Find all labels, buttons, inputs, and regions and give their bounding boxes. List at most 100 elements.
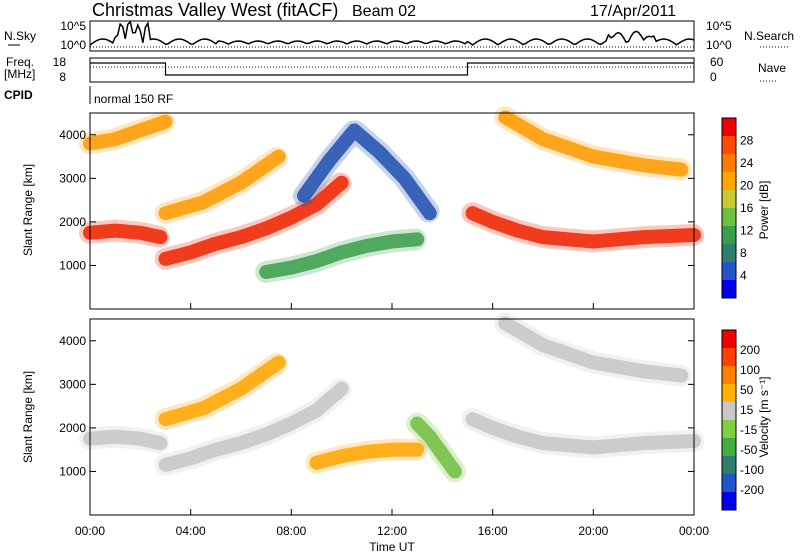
colorbar-segment [722, 384, 736, 402]
colorbar-tick-label: 4 [740, 269, 747, 283]
echo-scatter [154, 351, 290, 431]
colorbar-tick-label: 12 [740, 224, 754, 238]
colorbar-tick-label: 50 [740, 383, 754, 397]
cpid-program: normal 150 RF [94, 92, 173, 106]
colorbar-frame [721, 117, 737, 299]
beam-label: Beam 02 [352, 3, 416, 20]
y-tick-label: 1000 [59, 258, 86, 272]
echo-scatter [494, 106, 693, 181]
echo-scatter [292, 119, 441, 225]
cpid-label: CPID [4, 88, 33, 102]
power-colorbar: 28 24 20 16 12 8 4 [721, 117, 754, 299]
colorbar-segment [722, 330, 736, 348]
colorbar-segment [722, 190, 736, 208]
date-label: 17/Apr/2011 [590, 3, 676, 20]
colorbar-segment [722, 226, 736, 244]
echo-scatter [494, 312, 693, 387]
nave-label: Nave [758, 61, 786, 75]
y-tick-label: 3000 [59, 377, 86, 391]
echo-band [158, 175, 349, 266]
colorbar-tick-label: 100 [740, 363, 760, 377]
frequency-trace [90, 62, 694, 76]
nave-tick-top: 60 [710, 55, 724, 69]
noise-sky-trace [89, 20, 695, 46]
colorbar-segment [722, 438, 736, 456]
echo-band [309, 442, 425, 470]
colorbar-segment [722, 474, 736, 492]
y-tick-label: 1000 [59, 464, 86, 478]
velocity-echoes [79, 312, 705, 483]
x-tick-label: 00:00 [75, 524, 105, 538]
velocity-colorbar-label: Velocity [m s⁻¹] [757, 376, 771, 457]
echo-band [158, 355, 286, 427]
echo-scatter [154, 377, 353, 476]
echo-scatter [79, 110, 177, 155]
freq-tick-bottom: 8 [59, 70, 66, 84]
colorbar-segment [722, 366, 736, 384]
power-y-ticks: 1000 2000 3000 4000 [59, 128, 694, 272]
colorbar-tick-label: 16 [740, 201, 754, 215]
echo-band [498, 110, 689, 177]
colorbar-segment [722, 136, 736, 154]
freq-tick-top: 18 [53, 55, 67, 69]
echo-scatter [461, 408, 705, 459]
colorbar-tick-label: 8 [740, 246, 747, 260]
echo-band [83, 114, 173, 151]
echo-scatter [154, 145, 290, 225]
colorbar-tick-label: -200 [740, 483, 764, 497]
freq-traces [90, 62, 694, 76]
colorbar-tick-label: 28 [740, 134, 754, 148]
colorbar-segment [722, 492, 736, 510]
echo-band [410, 416, 462, 479]
colorbar-segment [722, 348, 736, 366]
x-axis-label: Time UT [369, 540, 415, 554]
colorbar-tick-label: 20 [740, 179, 754, 193]
echo-band [83, 223, 168, 245]
colorbar-segment [722, 262, 736, 280]
colorbar-tick-label: 15 [740, 403, 754, 417]
velocity-y-label: Slant Range [km] [21, 371, 35, 463]
echo-scatter [305, 438, 429, 474]
colorbar-segment [722, 402, 736, 420]
nave-tick-bottom: 0 [710, 70, 717, 84]
echo-band [465, 412, 701, 455]
echo-band [259, 232, 425, 279]
echo-band [158, 381, 349, 472]
colorbar-tick-label: -100 [740, 463, 764, 477]
echo-scatter [406, 412, 466, 483]
colorbar-segment [722, 244, 736, 262]
colorbar-segment [722, 118, 736, 136]
velocity-y-ticks: 1000 2000 3000 4000 [59, 334, 694, 478]
echo-band [83, 429, 168, 451]
x-tick-label: 04:00 [176, 524, 206, 538]
freq-label-line2: [MHz] [4, 67, 35, 81]
power-echoes [79, 106, 705, 283]
freq-label-line1: Freq. [6, 55, 34, 69]
x-ticks: 00:00 04:00 08:00 12:00 16:00 20:00 00:00 [75, 303, 709, 538]
y-tick-label: 3000 [59, 171, 86, 185]
colorbar-tick-label: 24 [740, 156, 754, 170]
noise-tick-top-right: 10^5 [706, 19, 732, 33]
colorbar-tick-label: 200 [740, 343, 760, 357]
colorbar-segment [722, 420, 736, 438]
y-tick-label: 4000 [59, 128, 86, 142]
echo-scatter [79, 219, 172, 249]
y-tick-label: 2000 [59, 215, 86, 229]
noise-right-label: N.Search [744, 29, 794, 43]
echo-scatter [79, 425, 172, 455]
x-tick-label: 20:00 [578, 524, 608, 538]
echo-band [465, 206, 701, 249]
x-tick-label: 12:00 [377, 524, 407, 538]
power-y-label: Slant Range [km] [21, 164, 35, 256]
plot-title: Christmas Valley West (fitACF) [92, 0, 338, 20]
echo-band [498, 316, 689, 383]
echo-scatter [255, 228, 429, 283]
echo-band [158, 149, 286, 221]
echo-scatter [461, 202, 705, 253]
colorbar-segment [722, 280, 736, 298]
y-tick-label: 2000 [59, 421, 86, 435]
echo-band [296, 123, 437, 221]
power-colorbar-label: Power [dB] [757, 181, 771, 240]
colorbar-tick-label: -50 [740, 443, 758, 457]
